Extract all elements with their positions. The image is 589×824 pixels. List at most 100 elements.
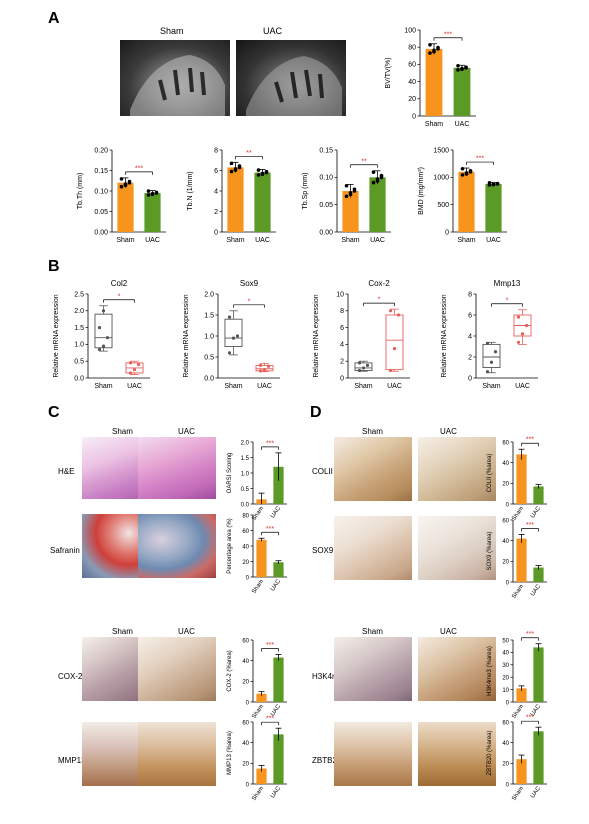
c-row-label-cox2: COX-2 bbox=[58, 672, 83, 681]
x-tick-label: UAC bbox=[515, 383, 530, 390]
y-axis-label: Relative mRNA expression bbox=[183, 294, 190, 377]
chart-zbtb20area: 0 20 40 60 ZBTB20 (%area) Sham UAC *** bbox=[487, 715, 547, 802]
y-tick-label: 40 bbox=[242, 659, 249, 665]
x-tick-label: UAC bbox=[145, 237, 160, 244]
bar-sham bbox=[516, 538, 527, 582]
bar-uac bbox=[485, 183, 502, 232]
chart-bvtv: 0 20 40 60 80 100 BV/TV(%) Sham UAC *** bbox=[385, 27, 476, 128]
box-sham bbox=[482, 343, 501, 368]
chart-cox2: 0 2 4 6 8 10 Relative mRNA expression Cox-2 Sham… bbox=[313, 279, 410, 390]
data-point bbox=[150, 192, 155, 197]
d-sham-header-top: Sham bbox=[362, 427, 383, 436]
y-axis-label: Percentage area (%) bbox=[227, 518, 233, 573]
microct-sham-label: Sham bbox=[160, 26, 184, 36]
data-point bbox=[123, 183, 128, 188]
bar-sham bbox=[516, 688, 527, 702]
y-tick-label: 0.00 bbox=[319, 229, 333, 236]
c-mmp13-uac-image bbox=[138, 722, 216, 786]
y-tick-label: 60 bbox=[502, 440, 509, 446]
y-axis-label: MMP13 (%area) bbox=[227, 731, 233, 775]
y-tick-label: 6 bbox=[214, 168, 218, 175]
y-tick-label: 0 bbox=[506, 580, 510, 586]
y-axis-label: COX-2 (%area) bbox=[227, 650, 233, 691]
x-tick-label: UAC bbox=[387, 383, 402, 390]
chart-percarea: 0 20 40 60 80 Percentage area (%) Sham UAC *** bbox=[227, 513, 287, 595]
data-point bbox=[524, 323, 529, 328]
box-sham bbox=[354, 362, 373, 371]
x-tick-label: UAC bbox=[370, 237, 385, 244]
chart-sox9: 0.0 0.5 1.0 1.5 2.0 Relative mRNA expression S… bbox=[183, 279, 280, 390]
bar-uac bbox=[273, 657, 284, 702]
data-point bbox=[456, 63, 460, 68]
y-tick-label: 1.0 bbox=[204, 333, 214, 340]
y-axis-label: Relative mRNA expression bbox=[53, 294, 60, 377]
chart-sox9area: 0 20 40 60 SOX9 (%area) Sham UAC *** bbox=[487, 518, 547, 600]
y-axis-label: ZBTB20 (%area) bbox=[487, 730, 493, 775]
y-axis-label: Tb.Th (mm) bbox=[77, 173, 84, 210]
y-axis-label: Relative mRNA expression bbox=[313, 294, 320, 377]
y-tick-label: 4 bbox=[468, 333, 472, 340]
x-tick-label: UAC bbox=[455, 121, 470, 128]
bar-sham bbox=[227, 167, 244, 232]
y-tick-label: 20 bbox=[242, 762, 249, 768]
chart-col2: 0.0 0.5 1.0 1.5 2.0 2.5 Relative mRNA expressi… bbox=[53, 279, 150, 390]
y-tick-label: 8 bbox=[214, 147, 218, 154]
data-point bbox=[460, 167, 465, 171]
d-sham-header-mid: Sham bbox=[362, 627, 383, 636]
chart-tbsp: 0.00 0.05 0.10 0.15 Tb.Sp (mm) Sham UAC ** bbox=[302, 147, 391, 244]
data-point bbox=[262, 368, 267, 372]
y-tick-label: 0.15 bbox=[319, 147, 333, 154]
x-tick-label: Sham bbox=[457, 237, 475, 244]
bar-sham bbox=[342, 191, 359, 232]
y-tick-label: 2 bbox=[340, 359, 344, 366]
data-point bbox=[520, 332, 525, 336]
x-tick-label: Sham bbox=[94, 383, 112, 390]
data-point bbox=[97, 347, 102, 352]
d-h3k4me3-uac-image bbox=[418, 637, 496, 701]
panel-letter-b: B bbox=[48, 258, 60, 275]
y-tick-label: 10 bbox=[336, 291, 344, 298]
y-tick-label: 20 bbox=[242, 680, 249, 686]
d-row-label-sox9: SOX9 bbox=[312, 546, 334, 555]
data-point bbox=[105, 336, 110, 340]
data-point bbox=[357, 361, 362, 365]
d-h3k4me3-sham-image bbox=[334, 637, 412, 701]
bar-sham bbox=[425, 48, 443, 116]
y-tick-label: 60 bbox=[242, 529, 249, 535]
y-tick-label: 0.0 bbox=[241, 502, 250, 508]
y-tick-label: 2.0 bbox=[204, 291, 214, 298]
y-tick-label: 8 bbox=[340, 308, 344, 315]
bar-uac bbox=[273, 466, 284, 504]
significance-label: * bbox=[118, 293, 121, 300]
y-tick-label: 20 bbox=[502, 762, 509, 768]
y-tick-label: 0 bbox=[246, 575, 250, 581]
y-tick-label: 20 bbox=[242, 560, 249, 566]
microct-sham-image bbox=[120, 40, 230, 116]
d-colii-sham-image bbox=[334, 437, 412, 501]
data-point bbox=[154, 191, 159, 195]
significance-label: *** bbox=[526, 715, 534, 722]
microct-uac-label: UAC bbox=[263, 26, 283, 36]
data-point bbox=[256, 173, 261, 177]
y-tick-label: 2 bbox=[468, 354, 472, 361]
bar-sham bbox=[117, 182, 134, 232]
bar-sham bbox=[516, 759, 527, 784]
y-axis-label: SOX9 (%area) bbox=[487, 531, 493, 570]
y-tick-label: 60 bbox=[242, 638, 249, 644]
y-tick-label: 2.5 bbox=[74, 291, 84, 298]
data-point bbox=[460, 67, 464, 72]
d-row-label-colii: COLII bbox=[312, 467, 333, 476]
data-point bbox=[516, 315, 521, 319]
y-tick-label: 30 bbox=[502, 663, 509, 669]
y-tick-label: 60 bbox=[242, 720, 249, 726]
data-point bbox=[460, 173, 465, 177]
y-tick-label: 80 bbox=[242, 513, 249, 519]
y-tick-label: 60 bbox=[502, 720, 509, 726]
data-point bbox=[101, 309, 106, 313]
bar-uac bbox=[533, 647, 544, 702]
x-tick-label: UAC bbox=[270, 785, 283, 799]
data-point bbox=[127, 181, 132, 185]
c-sham-header-top: Sham bbox=[112, 427, 133, 436]
